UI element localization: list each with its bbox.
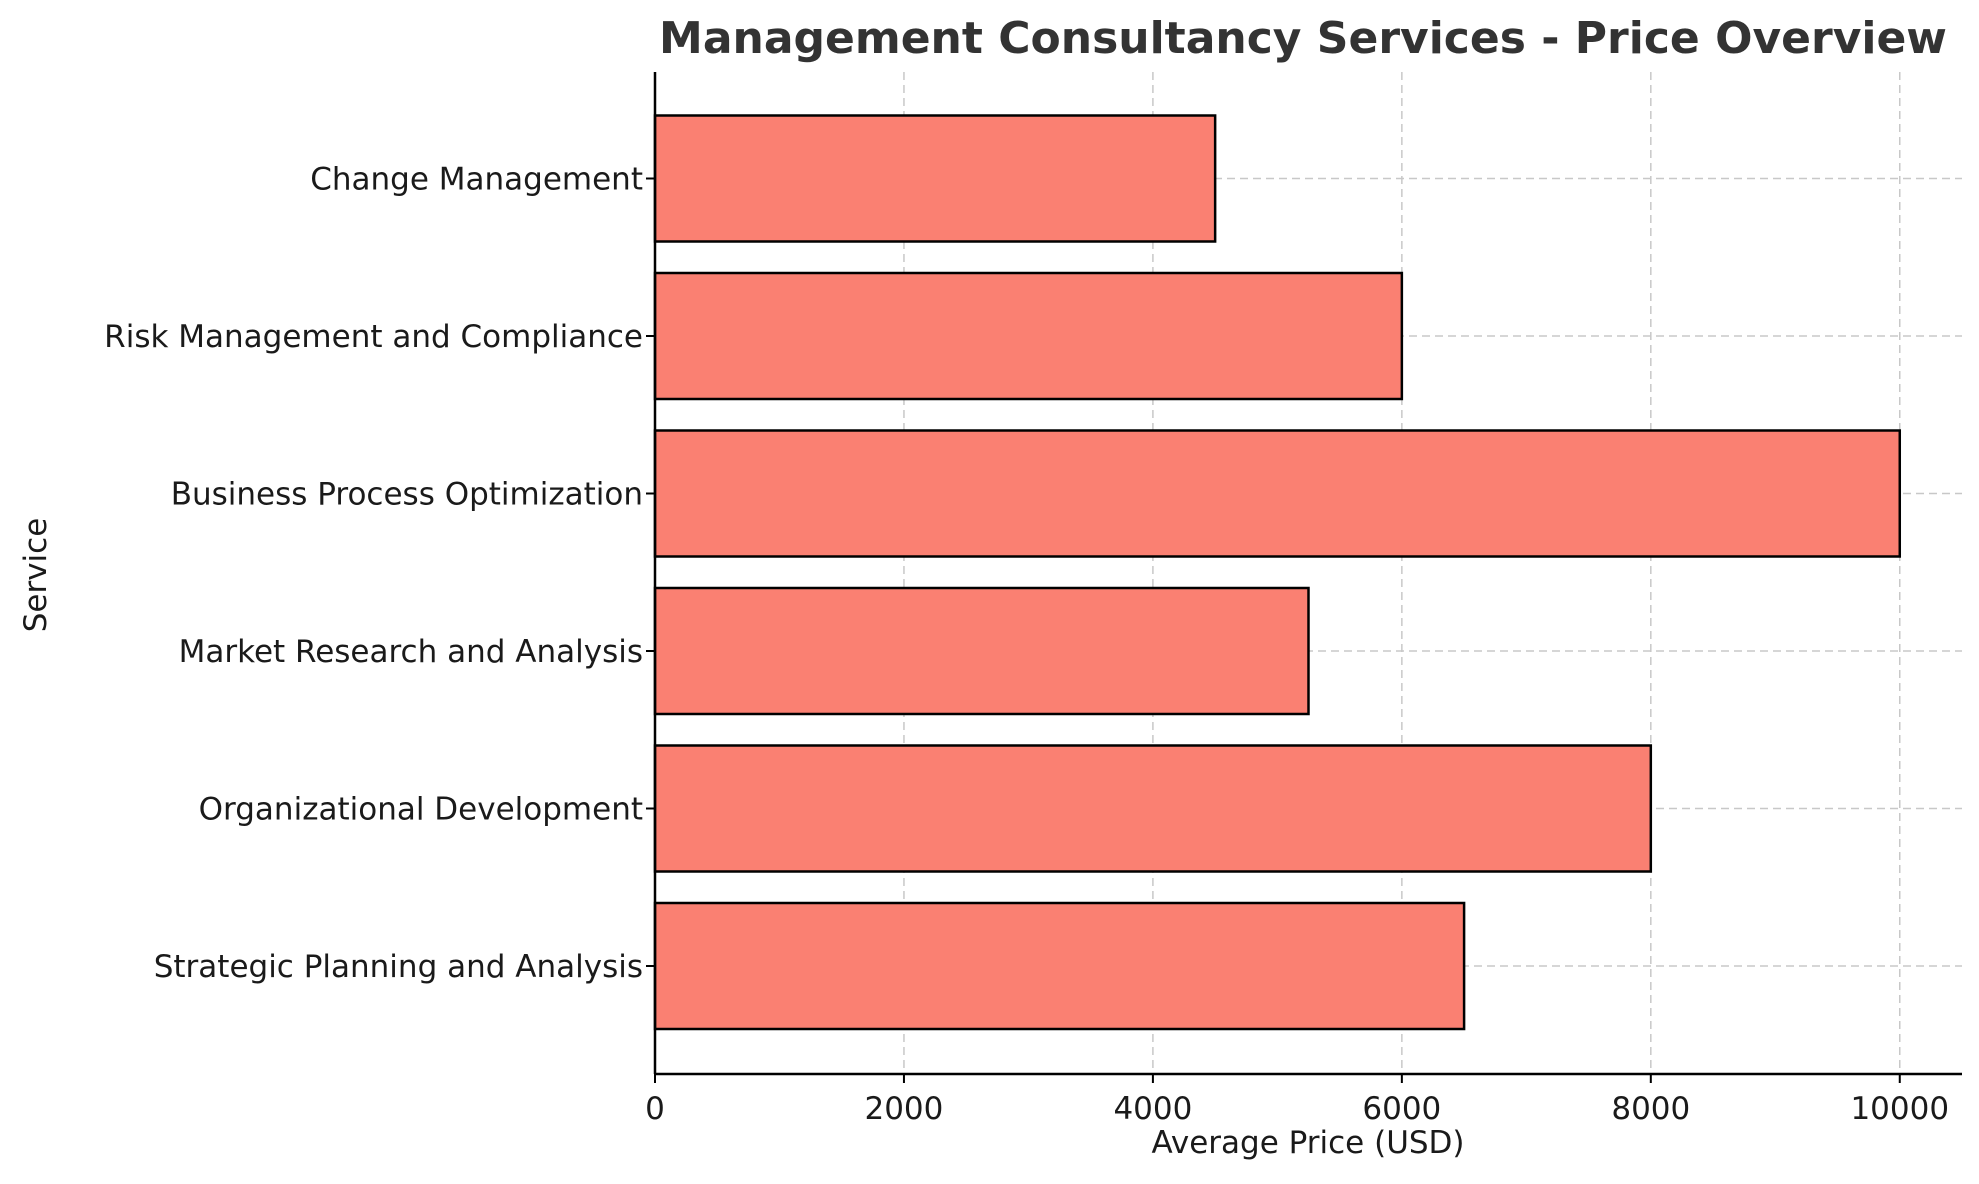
tick-labels: 0 2000 4000 6000 8000 10000 Strategic Planning…: [104, 162, 1949, 1128]
x-tick-label: 6000: [1362, 1091, 1441, 1127]
bar: [653, 744, 1653, 873]
chart-title: Management Consultancy Services - Price …: [659, 13, 1947, 64]
y-tick-label: Risk Management and Compliance: [104, 319, 643, 355]
bar: [653, 271, 1404, 401]
bar: [653, 901, 1466, 1031]
x-tick-label: 8000: [1611, 1091, 1690, 1127]
x-tick-label: 0: [645, 1091, 665, 1127]
y-tick-label: Business Process Optimization: [171, 477, 643, 513]
bar: [653, 429, 1902, 558]
y-tick-label: Market Research and Analysis: [179, 634, 643, 670]
bars: [653, 114, 1902, 1031]
bar: [653, 114, 1217, 243]
y-tick-label: Strategic Planning and Analysis: [154, 949, 643, 985]
x-tick-label: 2000: [864, 1091, 943, 1127]
y-tick-label: Change Management: [310, 162, 643, 198]
axes: [646, 72, 1962, 1083]
x-tick-label: 4000: [1113, 1091, 1192, 1127]
x-axis-label: Average Price (USD): [1151, 1125, 1464, 1161]
bar: [653, 586, 1310, 716]
y-axis-label: Service: [18, 518, 54, 633]
x-tick-label: 10000: [1850, 1091, 1949, 1127]
y-tick-label: Organizational Development: [199, 792, 643, 828]
